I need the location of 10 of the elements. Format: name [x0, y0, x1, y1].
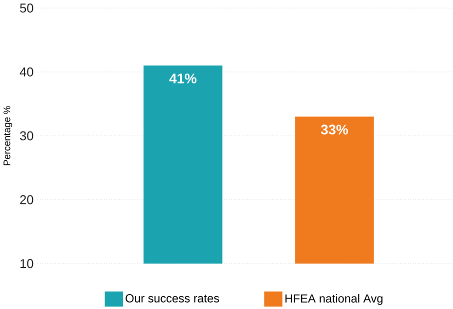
legend-label: Our success rates	[126, 294, 220, 303]
data-label: 41%	[169, 74, 196, 84]
y-tick-label: 50	[20, 4, 34, 13]
data-label: 33%	[320, 124, 348, 135]
y-tick-label: 30	[20, 131, 34, 140]
y-tick-label: 20	[20, 195, 34, 204]
y-axis-title: Percentage %	[4, 106, 12, 166]
y-tick-label: 40	[20, 68, 34, 77]
legend-label: HFEA national Avg	[285, 294, 382, 306]
y-tick-label: 10	[20, 259, 34, 268]
